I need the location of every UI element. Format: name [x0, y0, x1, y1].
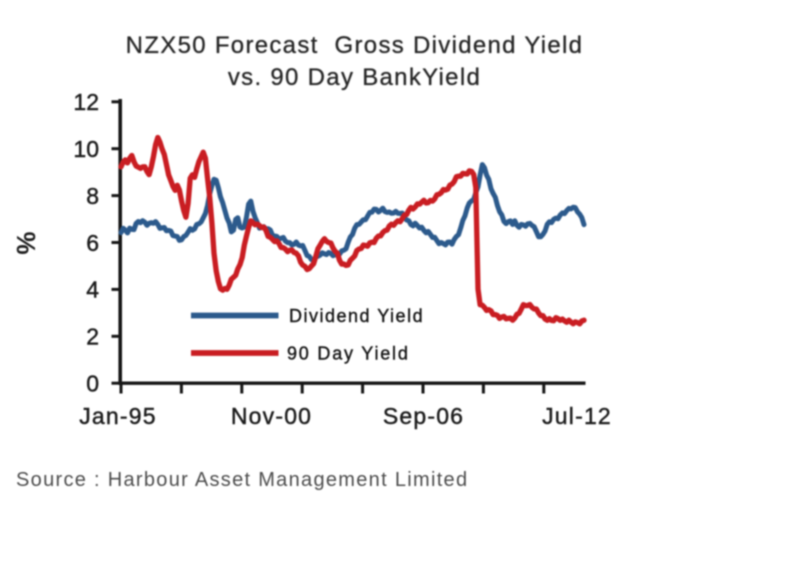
svg-text:2: 2 [86, 324, 99, 350]
svg-text:Dividend Yield: Dividend Yield [289, 306, 424, 326]
svg-text:Jul-12: Jul-12 [542, 403, 612, 429]
svg-text:4: 4 [86, 277, 99, 303]
svg-text:Nov-00: Nov-00 [231, 403, 312, 429]
svg-text:90 Day Yield: 90 Day Yield [287, 344, 410, 364]
svg-text:12: 12 [73, 89, 99, 115]
svg-text:10: 10 [73, 136, 99, 162]
svg-text:%: % [11, 231, 41, 254]
svg-text:0: 0 [86, 371, 99, 397]
svg-text:6: 6 [86, 230, 99, 256]
svg-text:8: 8 [86, 183, 99, 209]
svg-text:Jan-95: Jan-95 [79, 403, 157, 429]
svg-text:Sep-06: Sep-06 [383, 403, 464, 429]
